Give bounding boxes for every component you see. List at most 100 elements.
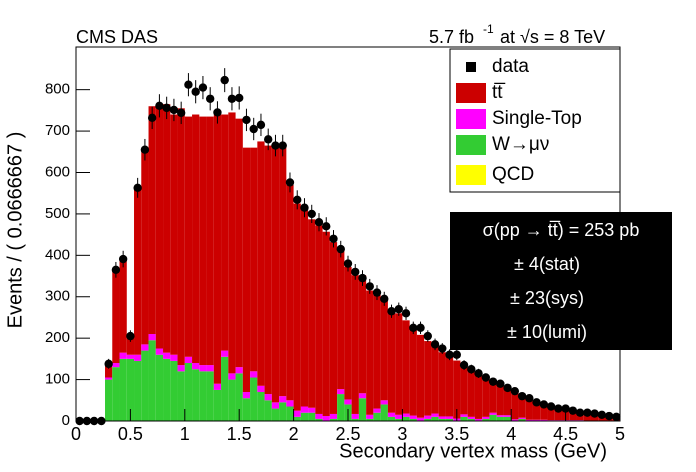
- bar-segment: [112, 367, 120, 421]
- bar-segment: [170, 354, 178, 361]
- bar-segment: [431, 345, 439, 414]
- data-point: [118, 254, 128, 264]
- y-tick-label: 300: [45, 288, 70, 305]
- bar-segment: [155, 104, 164, 349]
- bar-segment: [424, 341, 432, 416]
- data-point: [517, 391, 527, 401]
- data-point: [525, 394, 534, 403]
- data-point: [147, 113, 157, 123]
- bar-segment: [300, 406, 309, 413]
- bar-segment: [511, 392, 519, 420]
- bar-segment: [148, 106, 156, 335]
- bar-segment: [387, 309, 396, 413]
- data-point: [612, 412, 621, 422]
- bar-segment: [547, 406, 555, 421]
- data-point: [336, 244, 345, 254]
- data-point: [372, 288, 382, 297]
- data-point: [503, 383, 512, 393]
- bar-segment: [163, 352, 171, 359]
- data-point: [554, 404, 563, 413]
- bar-segment: [467, 418, 475, 421]
- bar-segment: [206, 365, 214, 372]
- bar-segment: [387, 412, 396, 417]
- data-point: [205, 94, 215, 103]
- data-point: [162, 103, 171, 113]
- bar-segment: [264, 400, 272, 421]
- bar-segment: [482, 379, 490, 417]
- bar-segment: [148, 334, 156, 341]
- bar-segment: [228, 373, 236, 380]
- bar-segment: [424, 415, 432, 419]
- bar-segment: [170, 114, 178, 355]
- bar-segment: [474, 418, 483, 421]
- bar-segment: [221, 114, 229, 351]
- bar-segment: [293, 203, 301, 411]
- bar-segment: [460, 366, 468, 415]
- y-tick-label: 0: [62, 412, 70, 429]
- x-tick-label: 0.5: [118, 424, 143, 444]
- data-point: [285, 178, 295, 187]
- bar-segment: [271, 147, 280, 403]
- bar-segment: [105, 379, 113, 421]
- x-tick-label: 2: [289, 424, 299, 444]
- legend-label: QCD: [492, 164, 534, 185]
- bar-segment: [163, 104, 171, 353]
- bar-segment: [213, 383, 222, 390]
- bar-segment: [199, 365, 207, 372]
- bar-segment: [489, 412, 497, 415]
- bar-segment: [532, 419, 541, 421]
- data-point: [401, 309, 411, 318]
- bar-segment: [192, 363, 200, 370]
- data-point: [604, 411, 614, 421]
- bar-segment: [126, 358, 135, 421]
- data-point: [191, 87, 200, 96]
- bar-segment: [177, 365, 185, 372]
- bar-segment: [395, 414, 403, 419]
- data-point: [140, 145, 150, 154]
- bar-segment: [126, 336, 135, 355]
- lumi-exponent: -1: [483, 22, 494, 36]
- bar-segment: [496, 415, 504, 417]
- bar-segment: [351, 275, 359, 414]
- result-text: ± 10(lumi): [507, 322, 587, 342]
- data-point: [307, 209, 316, 219]
- data-point: [438, 344, 447, 353]
- bar-segment: [141, 149, 149, 345]
- bar-segment: [358, 393, 367, 399]
- bar-segment: [141, 350, 149, 421]
- bar-segment: [366, 414, 374, 419]
- bar-segment: [540, 419, 548, 421]
- result-text: ± 4(stat): [514, 254, 580, 274]
- lumi-energy: at √s = 8 TeV: [500, 27, 605, 47]
- bar-segment: [264, 394, 272, 401]
- bar-segment: [184, 356, 193, 364]
- bar-segment: [337, 389, 345, 395]
- bar-segment: [257, 141, 265, 386]
- bar-segment: [460, 416, 468, 421]
- bar-segment: [119, 358, 127, 421]
- bar-segment: [134, 360, 142, 421]
- bar-segment: [416, 334, 425, 418]
- bar-segment: [482, 416, 490, 419]
- data-point: [242, 115, 251, 125]
- legend-label: W→μν: [492, 134, 549, 155]
- bar-segment: [242, 398, 251, 421]
- bar-segment: [126, 354, 135, 359]
- bar-segment: [431, 416, 439, 421]
- data-point: [322, 222, 331, 231]
- bar-segment: [467, 416, 475, 419]
- bar-segment: [329, 418, 338, 421]
- bar-segment: [380, 404, 388, 421]
- data-point: [539, 400, 549, 409]
- bar-segment: [105, 363, 113, 378]
- bar-segment: [358, 275, 367, 394]
- data-point: [278, 141, 287, 150]
- data-point: [343, 259, 353, 268]
- data-point: [271, 141, 280, 150]
- bar-segment: [235, 373, 243, 421]
- bar-segment: [329, 242, 338, 414]
- bar-segment: [213, 110, 222, 384]
- bar-segment: [344, 399, 352, 405]
- y-tick-label: 100: [45, 371, 70, 388]
